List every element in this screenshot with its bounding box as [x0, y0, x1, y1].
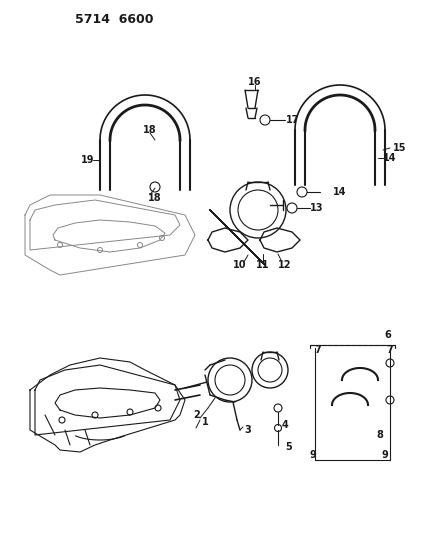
Text: 17: 17 [286, 115, 300, 125]
Text: 10: 10 [233, 260, 247, 270]
Text: 19: 19 [81, 155, 95, 165]
Text: 5714  6600: 5714 6600 [75, 13, 154, 26]
Text: 16: 16 [248, 77, 262, 87]
Text: 8: 8 [377, 430, 384, 440]
Text: 14: 14 [383, 153, 397, 163]
Text: 4: 4 [281, 420, 288, 430]
Text: 12: 12 [278, 260, 292, 270]
Text: 14: 14 [333, 187, 347, 197]
Text: 1: 1 [202, 417, 208, 427]
Text: 15: 15 [393, 143, 407, 153]
Text: 7: 7 [387, 345, 393, 355]
Text: 7: 7 [314, 345, 321, 355]
Text: 9: 9 [310, 450, 316, 460]
Text: 11: 11 [256, 260, 270, 270]
Text: 6: 6 [385, 330, 391, 340]
Text: 13: 13 [310, 203, 324, 213]
Text: 3: 3 [245, 425, 251, 435]
Text: 2: 2 [193, 410, 200, 420]
Text: 5: 5 [286, 442, 293, 452]
Text: 9: 9 [382, 450, 388, 460]
Text: 18: 18 [143, 125, 157, 135]
Text: 18: 18 [148, 193, 162, 203]
